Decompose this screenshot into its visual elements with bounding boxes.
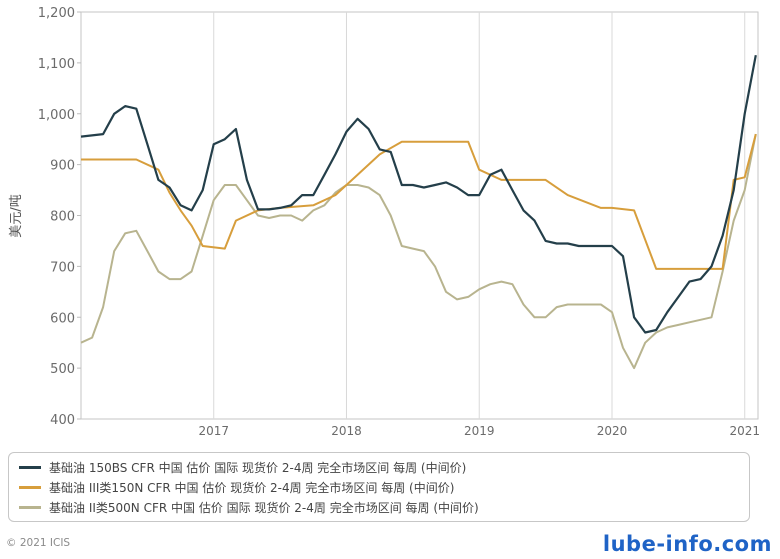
series-line-150bs: [80, 54, 757, 334]
plot-frame: [80, 11, 759, 420]
x-tick-label: 2017: [198, 424, 229, 438]
legend-item-150bs: 基础油 150BS CFR 中国 估价 国际 现货价 2-4周 完全市场区间 每…: [19, 457, 739, 477]
y-axis-label: 美元/吨: [9, 194, 24, 237]
legend-item-150n: 基础油 III类150N CFR 中国 估价 现货价 2-4周 完全市场区间 每…: [19, 477, 739, 497]
legend-swatch-150bs: [19, 465, 41, 469]
series-line-500n: [80, 133, 757, 370]
legend-label-150bs: 基础油 150BS CFR 中国 估价 国际 现货价 2-4周 完全市场区间 每…: [49, 460, 467, 475]
series-lines: [80, 54, 757, 370]
y-tick-label: 700: [50, 260, 75, 275]
y-axis: 1,200 1,100 1,000 900 800 700 600 500 400: [38, 6, 81, 428]
x-tick-label: 2018: [331, 424, 362, 438]
x-axis: 2017 2018 2019 2020 2021: [198, 424, 760, 438]
legend-item-500n: 基础油 II类500N CFR 中国 估价 国际 现货价 2-4周 完全市场区间…: [19, 497, 739, 517]
legend-swatch-150n: [19, 485, 41, 489]
legend: 基础油 150BS CFR 中国 估价 国际 现货价 2-4周 完全市场区间 每…: [8, 452, 750, 522]
y-tick-label: 1,200: [38, 6, 75, 21]
x-tick-label: 2019: [464, 424, 495, 438]
y-tick-label: 900: [50, 159, 75, 174]
y-tick-label: 600: [50, 311, 75, 326]
y-tick-label: 800: [50, 210, 75, 225]
series-line-150n: [81, 133, 757, 270]
legend-label-500n: 基础油 II类500N CFR 中国 估价 国际 现货价 2-4周 完全市场区间…: [49, 500, 479, 515]
x-tick-label: 2021: [729, 424, 760, 438]
y-tick-label: 1,000: [38, 108, 75, 123]
legend-swatch-500n: [19, 505, 41, 509]
watermark: lube-info.com: [602, 532, 772, 556]
y-tick-label: 500: [50, 362, 75, 377]
grid: [213, 12, 746, 419]
legend-label-150n: 基础油 III类150N CFR 中国 估价 现货价 2-4周 完全市场区间 每…: [49, 480, 455, 495]
copyright: © 2021 ICIS: [6, 537, 71, 549]
x-tick-label: 2020: [597, 424, 628, 438]
y-tick-label: 400: [50, 413, 75, 428]
y-tick-label: 1,100: [38, 57, 75, 72]
